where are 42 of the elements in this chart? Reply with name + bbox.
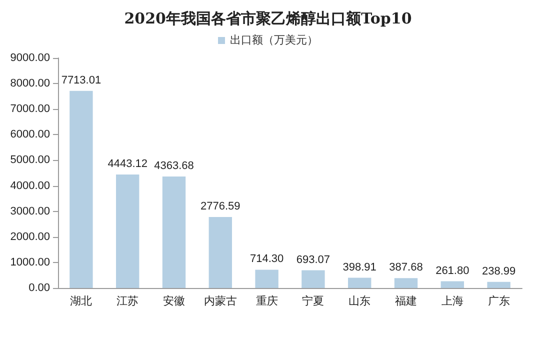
bar — [70, 90, 93, 288]
y-tick-label: 1000.00 — [10, 256, 50, 268]
bar — [255, 270, 278, 288]
data-label: 261.80 — [436, 264, 470, 277]
data-label: 4443.12 — [108, 158, 148, 170]
y-tick-label: 4000.00 — [10, 180, 50, 192]
x-tick-label: 广东 — [488, 294, 510, 308]
data-label: 2776.59 — [200, 200, 240, 213]
data-label: 398.91 — [342, 261, 376, 274]
x-tick-label: 重庆 — [256, 294, 278, 308]
bar — [440, 281, 464, 288]
y-tick-label: 3000.00 — [10, 205, 50, 218]
data-label: 714.30 — [250, 253, 284, 266]
x-tick-label: 内蒙古 — [204, 294, 237, 308]
bar — [162, 176, 186, 288]
bar — [348, 278, 372, 288]
legend-label: 出口额（万美元） — [230, 34, 318, 46]
bar — [394, 278, 418, 288]
data-label: 7713.01 — [61, 74, 102, 86]
y-tick-label: 5000.00 — [10, 154, 50, 166]
bar — [116, 174, 140, 288]
x-tick-label: 安徽 — [163, 294, 185, 308]
y-tick-label: 2000.00 — [10, 230, 50, 243]
x-tick-label: 江苏 — [116, 294, 139, 308]
x-tick-label: 福建 — [395, 294, 417, 308]
bar — [302, 270, 325, 288]
x-tick-label: 湖北 — [70, 294, 92, 308]
x-tick-label: 上海 — [441, 294, 464, 308]
bar — [487, 282, 510, 288]
data-label: 4363.68 — [154, 160, 194, 172]
bar — [208, 217, 232, 288]
data-label: 387.68 — [389, 262, 423, 274]
y-tick-label: 0.00 — [28, 282, 50, 294]
y-tick-label: 8000.00 — [10, 78, 50, 90]
data-label: 238.99 — [482, 265, 516, 278]
y-tick-label: 6000.00 — [10, 128, 50, 141]
x-tick-label: 宁夏 — [302, 294, 324, 308]
chart-title: 2020年我国各省市聚乙烯醇出口额Top10 — [124, 10, 412, 28]
data-label: 693.07 — [296, 254, 330, 266]
x-tick-label: 山东 — [348, 294, 371, 308]
y-tick-label: 9000.00 — [10, 52, 50, 64]
y-tick-label: 7000.00 — [10, 103, 50, 116]
